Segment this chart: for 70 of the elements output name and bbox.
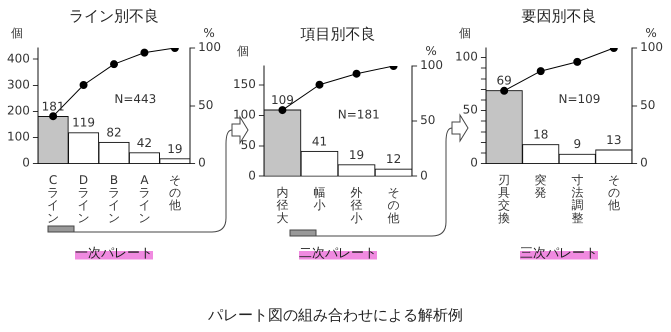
x-tick-label: Dライン [78, 173, 90, 225]
data-label: 109 [270, 92, 294, 107]
point [500, 86, 508, 95]
point [536, 67, 545, 76]
y-tick-label: 0 [470, 156, 478, 170]
y2-tick-label: 50 [640, 98, 656, 112]
y-tick-label: 50 [240, 138, 256, 152]
point [278, 106, 286, 114]
point [80, 80, 88, 89]
x-tick-label: Bライン [108, 173, 120, 225]
data-label: 82 [106, 125, 122, 140]
data-label: 19 [167, 142, 183, 156]
annotation: N=181 [338, 108, 380, 122]
annotation: N=109 [558, 92, 600, 106]
data-label: 41 [312, 134, 328, 148]
y2-tick-label: 50 [198, 98, 214, 112]
y-tick-label: 100 [7, 130, 30, 144]
y-tick-label: 150 [233, 77, 256, 91]
y2-tick-label: 0 [420, 168, 428, 182]
y-tick-label: 400 [7, 51, 30, 66]
x-tick-label: Aライン [138, 173, 150, 225]
chart-title: 要因別不良 [522, 6, 596, 25]
data-label: 13 [606, 132, 622, 147]
y2-axis-title: % [425, 44, 437, 58]
y-tick-label: 0 [22, 156, 30, 170]
point [573, 58, 582, 66]
y-tick-label: 0 [248, 168, 256, 182]
point [140, 48, 148, 57]
x-tick-label: その他 [388, 186, 400, 225]
y2-tick-label: 50 [420, 113, 436, 128]
x-tick-label: 外径小 [350, 186, 363, 225]
data-label: 42 [136, 136, 152, 150]
point [315, 80, 324, 89]
data-label: 69 [496, 74, 512, 88]
y2-axis-title: % [645, 26, 657, 40]
point [352, 70, 361, 78]
y-tick-label: 200 [7, 104, 30, 118]
y2-tick-label: 100 [640, 40, 663, 54]
x-tick-label: 突発 [534, 173, 547, 200]
y2-tick-label: 0 [640, 156, 648, 170]
data-label: 181 [42, 99, 65, 114]
y2-tick-label: 100 [420, 58, 443, 72]
data-label: 119 [72, 116, 96, 130]
chart-title: 項目別不良 [300, 24, 376, 43]
y2-tick-label: 100 [198, 40, 221, 54]
point [49, 112, 58, 120]
x-tick-label: 内径大 [276, 186, 288, 225]
data-label: 9 [573, 137, 582, 152]
x-tick-label: その他 [608, 173, 620, 212]
x-tick-label: Cライン [47, 173, 60, 225]
y-tick-label: 300 [7, 77, 30, 92]
y-axis-title: 個 [458, 26, 471, 40]
y-tick-label: 50 [462, 102, 478, 117]
data-label: 18 [533, 128, 548, 142]
data-label: 12 [386, 152, 402, 166]
data-label: 19 [348, 148, 364, 162]
text: パレート図の組み合わせによる解析例 [207, 306, 464, 325]
y2-axis-title: % [203, 26, 215, 40]
x-tick-label: 寸法調整 [571, 173, 584, 225]
annotation: N=443 [114, 92, 156, 106]
y-tick-label: 100 [455, 50, 478, 64]
point [110, 60, 118, 68]
y-tick-label: 100 [233, 107, 256, 122]
x-tick-label: 幅小 [313, 186, 326, 212]
y-axis-title: 個 [10, 26, 23, 40]
y2-tick-label: 0 [198, 156, 206, 170]
chart-title: ライン別不良 [69, 6, 159, 25]
x-tick-label: その他 [168, 173, 181, 212]
x-tick-label: 刃具交換 [498, 173, 510, 225]
y-axis-title: 個 [236, 44, 249, 58]
